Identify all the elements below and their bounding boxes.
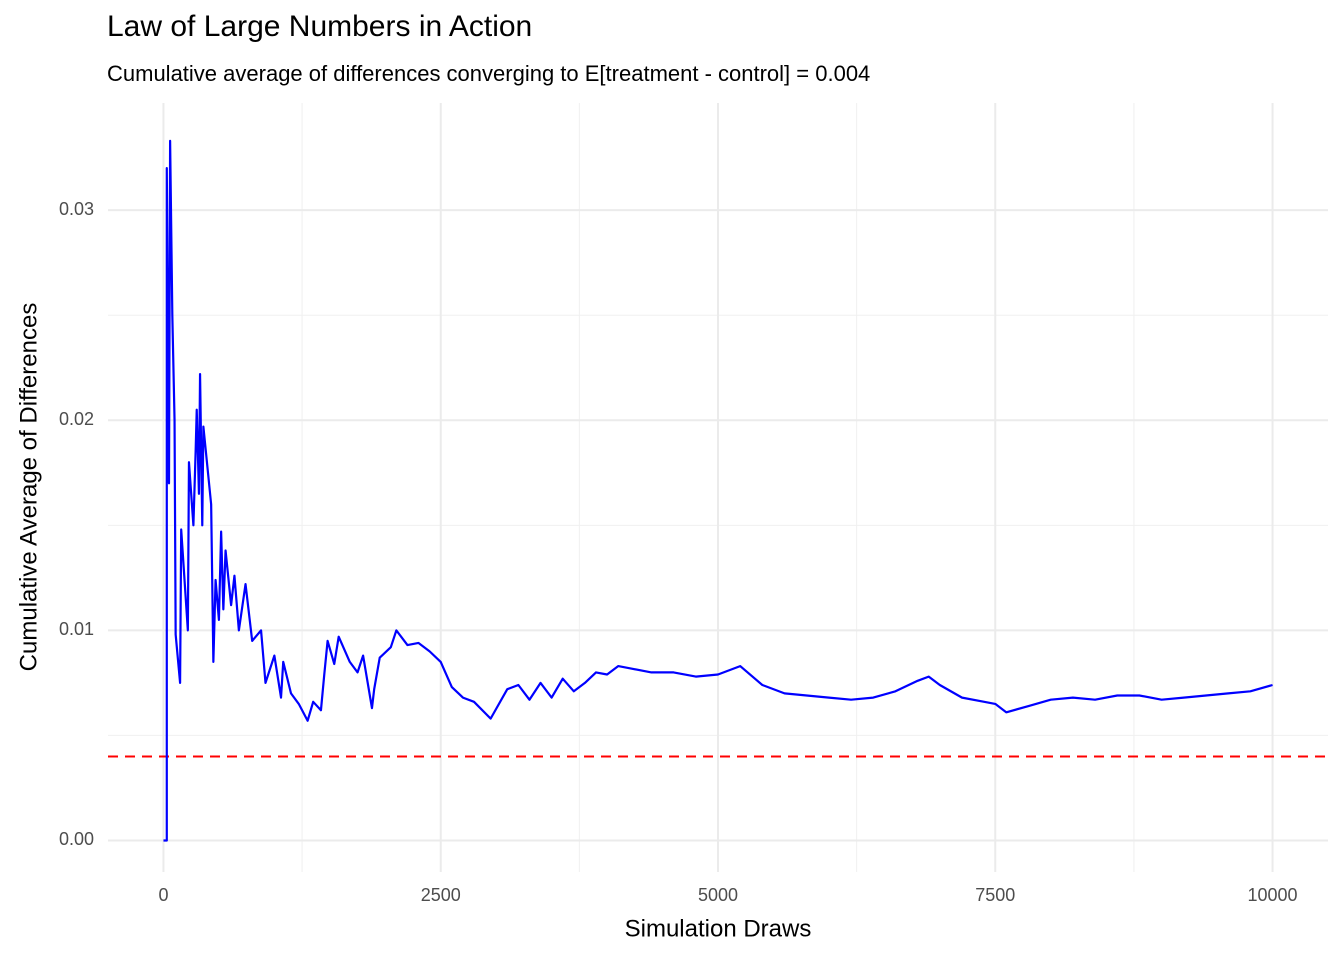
x-tick-label: 10000 [1248, 885, 1298, 905]
y-tick-label: 0.01 [59, 619, 94, 639]
data-line [163, 139, 1273, 842]
chart-subtitle: Cumulative average of differences conver… [107, 61, 870, 86]
chart-title: Law of Large Numbers in Action [107, 10, 532, 43]
x-tick-label: 5000 [698, 885, 738, 905]
y-tick-label: 0.02 [59, 409, 94, 429]
x-axis-title: Simulation Draws [625, 915, 812, 942]
x-tick-label: 7500 [975, 885, 1015, 905]
y-tick-label: 0.03 [59, 199, 94, 219]
x-tick-label: 0 [158, 885, 168, 905]
x-tick-label: 2500 [421, 885, 461, 905]
y-tick-label: 0.00 [59, 829, 94, 849]
y-axis-title: Cumulative Average of Differences [15, 303, 42, 672]
